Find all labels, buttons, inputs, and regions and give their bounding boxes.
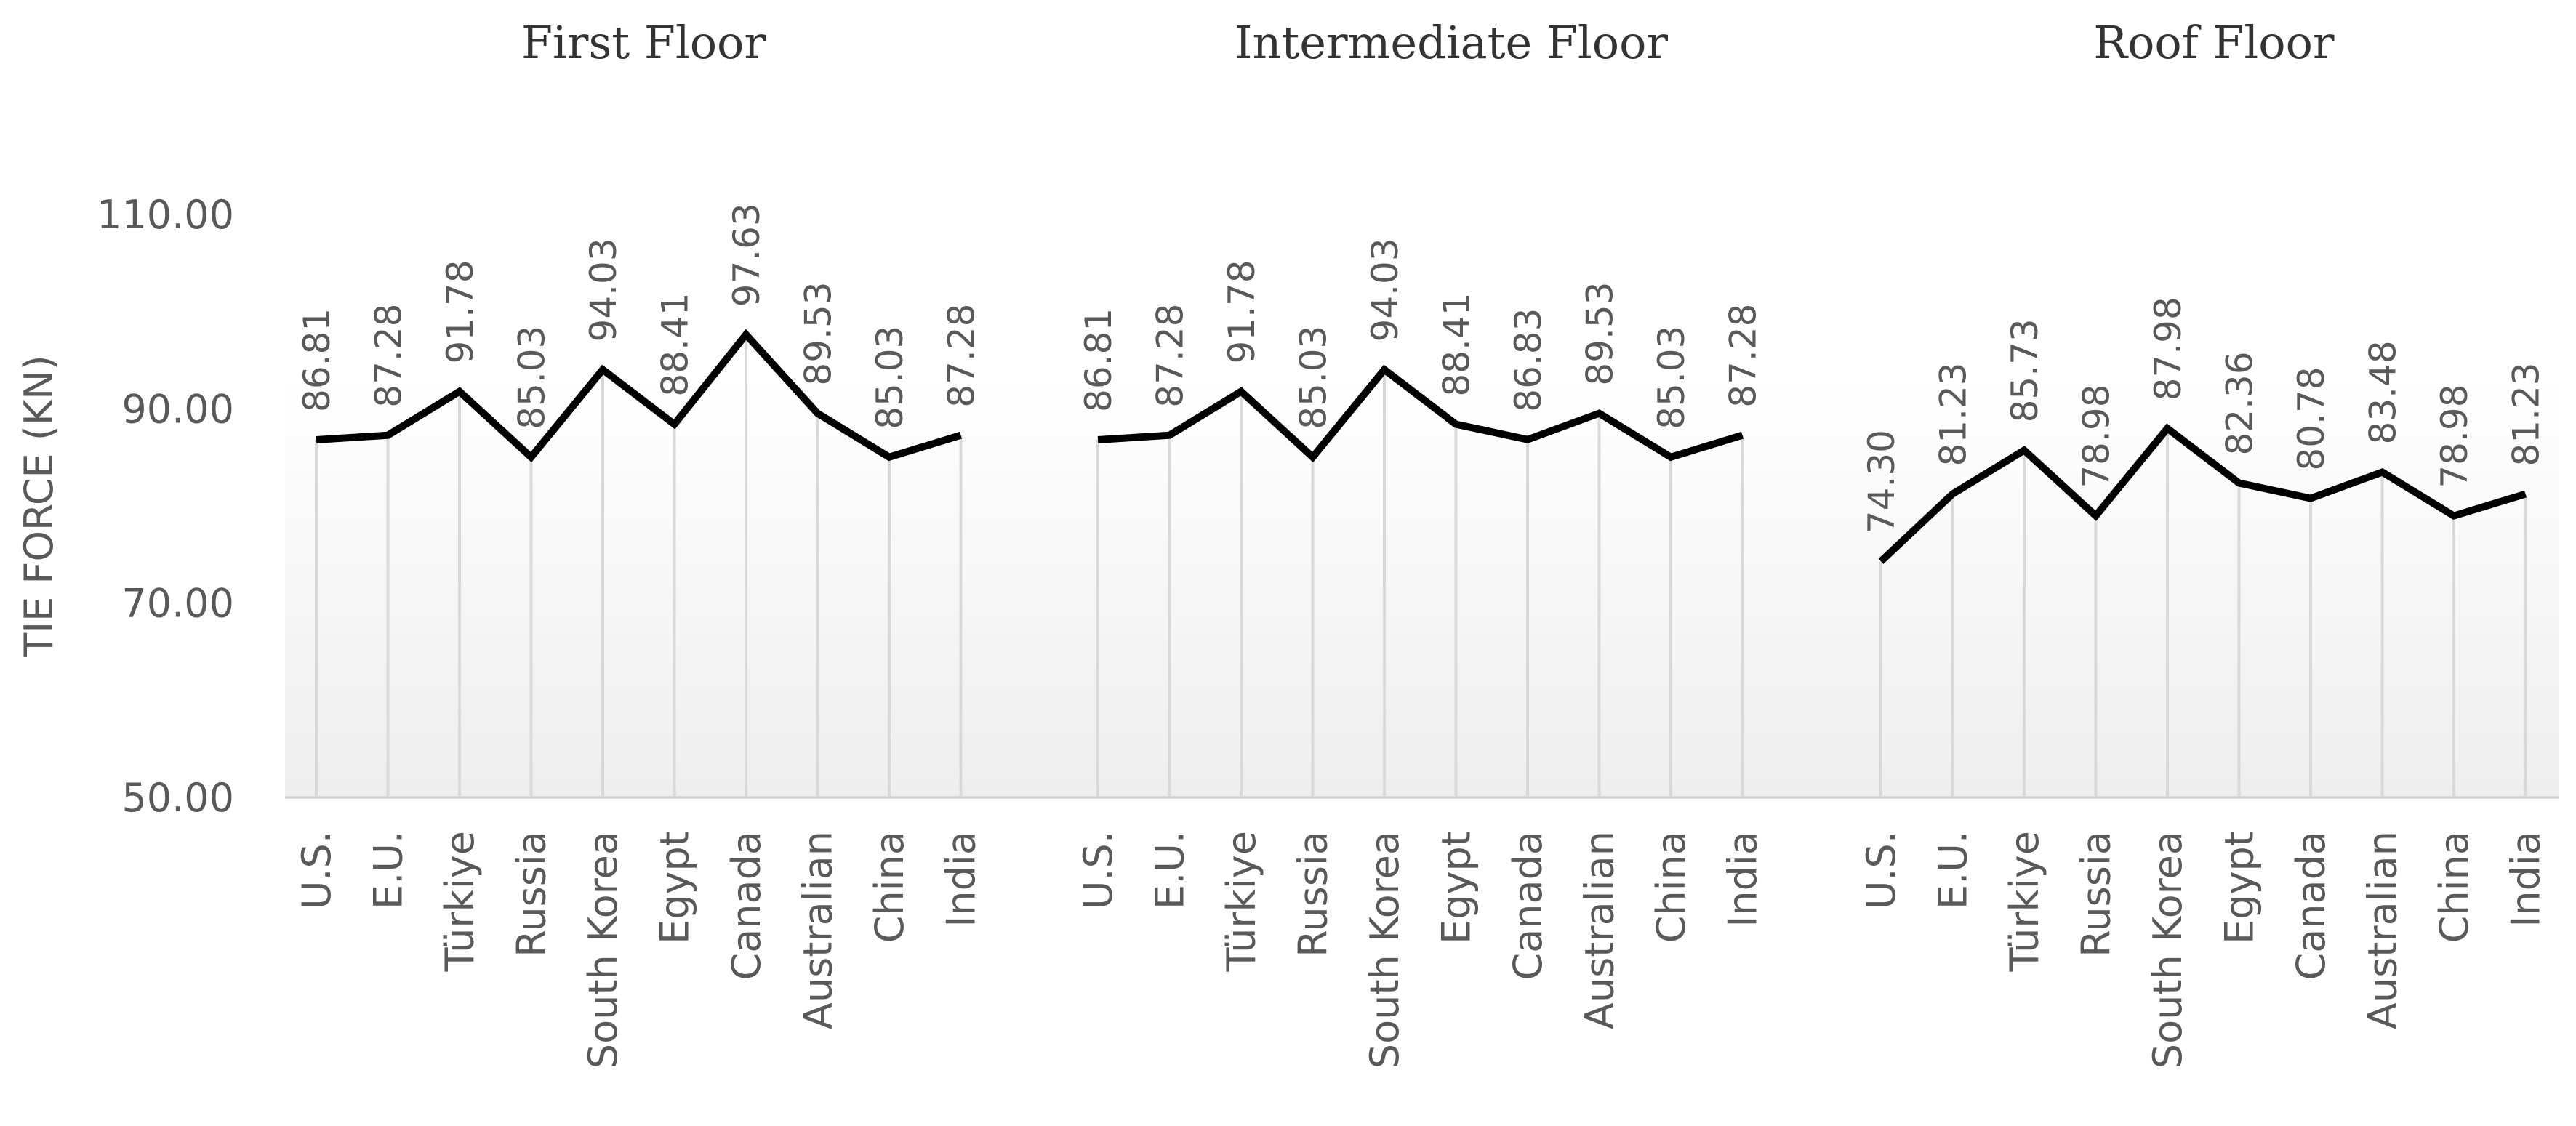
data-label: 88.41 — [1436, 292, 1478, 396]
x-tick-label: India — [939, 831, 984, 928]
data-label: 85.03 — [511, 326, 553, 430]
x-tick-label: Egypt — [2217, 831, 2263, 944]
data-label: 85.03 — [869, 326, 911, 430]
series-line — [1097, 364, 1744, 463]
y-tick-label: 110.00 — [97, 192, 234, 238]
x-tick-label: E.U. — [366, 831, 412, 909]
x-tick-label: South Korea — [580, 831, 626, 1069]
data-label: 87.28 — [368, 304, 410, 408]
y-tick-label: 70.00 — [121, 581, 234, 627]
x-tick-label: Türkiye — [1219, 831, 1264, 972]
x-tick-label: Türkiye — [2002, 831, 2047, 972]
series-line — [316, 329, 962, 463]
plot-area-background — [285, 378, 2559, 797]
data-label: 81.23 — [2505, 362, 2548, 466]
x-tick-label: Russia — [1291, 831, 1336, 957]
data-label: 74.30 — [1861, 430, 1903, 534]
data-label: 87.28 — [1722, 304, 1765, 408]
x-tick-label: Australian — [1577, 831, 1623, 1029]
x-tick-label: South Korea — [1362, 831, 1408, 1069]
data-label: 94.03 — [1364, 238, 1406, 342]
panel-title: Roof Floor — [2093, 16, 2334, 69]
data-label: 86.81 — [1078, 308, 1120, 412]
x-tick-label: E.U. — [1147, 831, 1193, 909]
y-tick-label: 90.00 — [121, 386, 234, 432]
x-tick-label: Australian — [2360, 831, 2406, 1029]
x-tick-label: Egypt — [1434, 831, 1480, 944]
data-label: 91.78 — [439, 260, 481, 363]
x-tick-label: Australian — [795, 831, 841, 1029]
x-tick-label: Canada — [1505, 831, 1551, 980]
data-label: 82.36 — [2219, 351, 2261, 455]
data-label: 85.03 — [1293, 326, 1335, 430]
y-axis-label: TIE FORCE (KN) — [16, 355, 62, 658]
data-label: 80.78 — [2290, 366, 2332, 470]
x-tick-label: China — [1648, 831, 1694, 943]
data-label: 85.73 — [2004, 318, 2046, 422]
data-label: 87.28 — [941, 304, 983, 408]
data-label: 86.81 — [296, 308, 338, 412]
data-label: 88.41 — [654, 292, 697, 396]
x-tick-label: China — [867, 831, 912, 943]
data-label: 78.98 — [2433, 384, 2476, 488]
x-tick-label: Türkiye — [437, 831, 483, 972]
data-label: 86.83 — [1507, 308, 1549, 412]
data-label: 89.53 — [798, 281, 840, 385]
data-label: 85.03 — [1650, 326, 1693, 430]
data-label: 81.23 — [1933, 362, 1975, 466]
x-tick-label: Canada — [2288, 831, 2334, 980]
data-label: 94.03 — [582, 238, 625, 342]
data-label: 97.63 — [726, 203, 768, 307]
x-tick-label: Russia — [509, 831, 555, 957]
data-label: 91.78 — [1221, 260, 1263, 363]
panel-title: Intermediate Floor — [1235, 16, 1668, 69]
x-tick-label: U.S. — [1858, 831, 1904, 909]
x-tick-label: U.S. — [294, 831, 340, 909]
x-tick-label: India — [1720, 831, 1766, 928]
x-tick-label: U.S. — [1075, 831, 1121, 909]
x-tick-label: India — [2503, 831, 2549, 928]
data-label: 83.48 — [2362, 340, 2404, 444]
data-label: 89.53 — [1579, 281, 1621, 385]
data-label: 78.98 — [2076, 384, 2118, 488]
x-tick-label: South Korea — [2145, 831, 2191, 1069]
y-tick-label: 50.00 — [121, 775, 234, 821]
x-tick-label: China — [2431, 831, 2477, 943]
x-tick-label: E.U. — [1930, 831, 1976, 909]
data-label: 87.98 — [2147, 297, 2189, 401]
x-tick-label: Russia — [2074, 831, 2119, 957]
x-tick-label: Canada — [723, 831, 769, 980]
data-label: 87.28 — [1149, 304, 1192, 408]
series-line — [1878, 423, 2527, 564]
panel-title: First Floor — [521, 16, 766, 69]
x-tick-label: Egypt — [652, 831, 698, 944]
